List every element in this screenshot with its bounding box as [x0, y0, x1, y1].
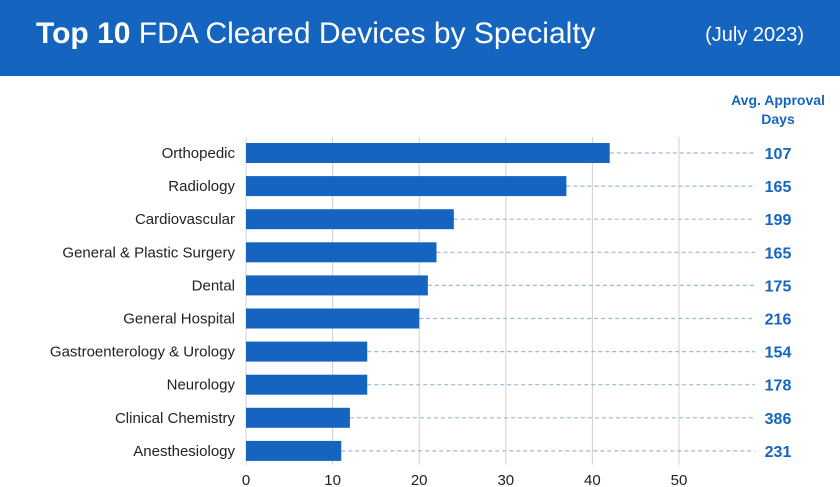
x-tick-label: 0 — [242, 472, 250, 487]
annotation-header: Avg. Approval — [731, 92, 825, 108]
approval-days-value: 386 — [765, 411, 792, 428]
category-label: Orthopedic — [162, 145, 236, 162]
x-tick-label: 50 — [671, 472, 688, 487]
bar — [246, 275, 428, 296]
x-tick-label: 30 — [497, 472, 514, 487]
title-bold: Top 10 — [36, 17, 131, 50]
category-label: Dental — [192, 277, 235, 294]
category-label: General & Plastic Surgery — [62, 244, 235, 261]
chart-title: Top 10 FDA Cleared Devices by Specialty — [36, 17, 596, 51]
bar — [246, 143, 610, 163]
bar — [246, 242, 437, 263]
approval-days-value: 175 — [765, 278, 792, 295]
approval-days-value: 107 — [765, 146, 792, 163]
approval-days-value: 199 — [765, 212, 792, 229]
date-label: (July 2023) — [705, 24, 804, 46]
category-label: Gastroenterology & Urology — [50, 344, 236, 361]
approval-days-value: 231 — [765, 444, 792, 461]
bar — [246, 374, 368, 395]
approval-days-value: 216 — [765, 312, 792, 329]
category-label: Anesthesiology — [133, 443, 235, 460]
bar — [246, 440, 342, 461]
x-tick-label: 40 — [584, 472, 601, 487]
bar — [246, 407, 350, 428]
bar — [246, 341, 368, 362]
x-tick-label: 10 — [324, 472, 341, 487]
bar — [246, 176, 567, 197]
category-label: Neurology — [167, 377, 236, 394]
title-rest: FDA Cleared Devices by Specialty — [138, 17, 596, 50]
annotation-header: Days — [761, 111, 795, 127]
approval-days-value: 165 — [765, 179, 792, 196]
category-label: Cardiovascular — [135, 211, 235, 228]
x-tick-label: 20 — [411, 472, 428, 487]
bar — [246, 308, 420, 329]
approval-days-value: 165 — [765, 245, 792, 262]
category-label: Radiology — [168, 178, 235, 195]
bar — [246, 209, 454, 230]
approval-days-value: 178 — [765, 378, 792, 395]
category-label: General Hospital — [123, 311, 235, 328]
header-banner: Top 10 FDA Cleared Devices by Specialty … — [0, 0, 840, 76]
approval-days-value: 154 — [765, 345, 792, 362]
category-label: Clinical Chemistry — [115, 410, 236, 427]
